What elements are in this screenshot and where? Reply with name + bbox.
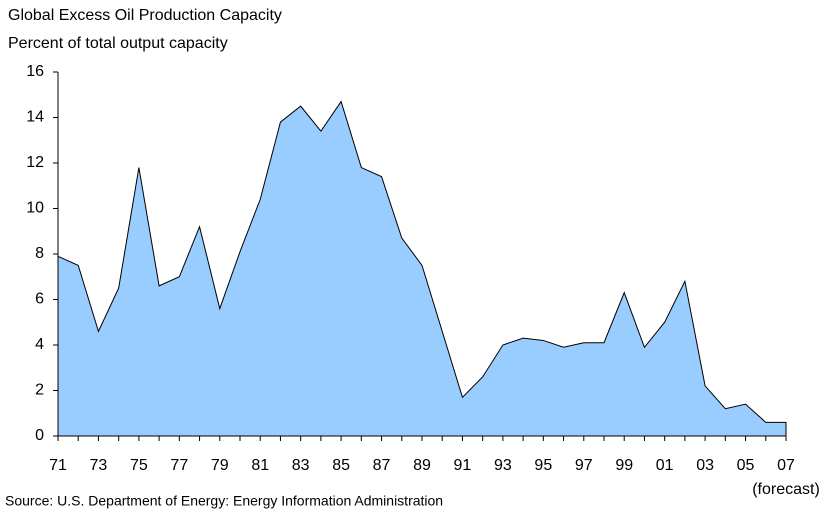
area-line	[57, 100, 787, 436]
x-tick-label: 75	[130, 457, 148, 474]
source: Source: U.S. Department of Energy: Energ…	[5, 493, 443, 509]
x-tick-label: 95	[534, 457, 552, 474]
x-tick-label: 85	[332, 457, 350, 474]
x-tick-label: 77	[170, 457, 188, 474]
x-tick-label: 73	[90, 457, 108, 474]
x-tick-label: 99	[615, 457, 633, 474]
chart-subtitle: Percent of total output capacity	[8, 35, 228, 52]
annotation: (forecast)	[752, 481, 820, 498]
x-tick-label: 03	[696, 457, 714, 474]
x-tick-label: 89	[413, 457, 431, 474]
x-tick-label: 97	[575, 457, 593, 474]
x-tick-label: 91	[454, 457, 472, 474]
area	[58, 101, 786, 436]
y-tick-label: 10	[26, 200, 44, 217]
y-tick-label: 4	[35, 336, 44, 353]
x-tick-label: 05	[737, 457, 755, 474]
y-tick-label: 8	[35, 245, 44, 262]
x-tick-label: 79	[211, 457, 229, 474]
x-tick-label: 01	[656, 457, 674, 474]
x-tick-label: 87	[373, 457, 391, 474]
x-tick-label: 93	[494, 457, 512, 474]
y-tick-label: 2	[35, 382, 44, 399]
x-tick-label: 81	[251, 457, 269, 474]
y-tick-label: 14	[26, 109, 44, 126]
y-tick-label: 12	[26, 154, 44, 171]
chart-title: Global Excess Oil Production Capacity	[8, 7, 282, 24]
y-tick-label: 6	[35, 291, 44, 308]
y-tick-label: 16	[26, 63, 44, 80]
x-tick-label: 83	[292, 457, 310, 474]
y-tick-label: 0	[35, 427, 44, 444]
x-tick-label: 71	[49, 457, 67, 474]
x-tick-label: 07	[777, 457, 795, 474]
